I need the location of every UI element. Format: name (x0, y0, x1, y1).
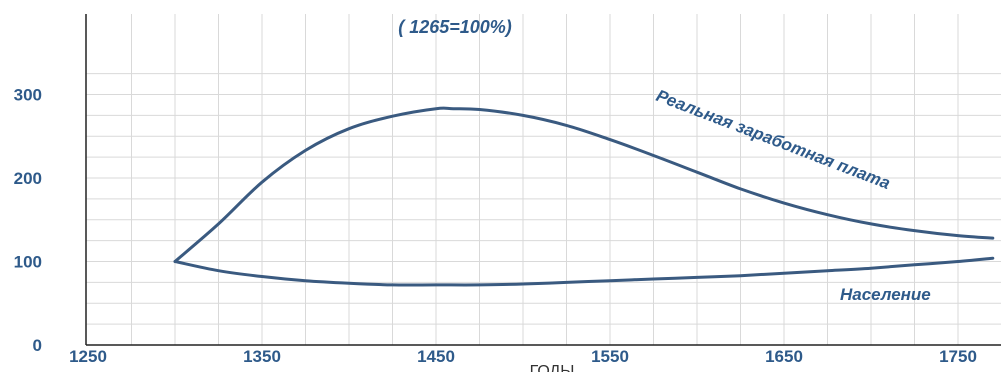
x-tick-label: 1450 (417, 347, 455, 366)
tick-labels: 300 200 100 0 1250 1350 1450 1550 1650 1750 (14, 86, 977, 367)
series-label-population: Население (840, 285, 931, 304)
series-line-real-wages (173, 106, 995, 263)
x-tick-label: 1350 (243, 347, 281, 366)
x-axis-label: ГОДЫ (530, 363, 575, 372)
series-layer (173, 106, 995, 287)
x-tick-label: 1550 (591, 347, 629, 366)
chart-subtitle: ( 1265=100%) (398, 17, 512, 37)
x-tick-label: 1250 (69, 347, 107, 366)
grid (86, 14, 1001, 345)
y-tick-label: 200 (14, 169, 42, 188)
y-tick-label: 0 (33, 336, 42, 355)
x-tick-label: 1650 (765, 347, 803, 366)
y-tick-label: 100 (14, 253, 42, 272)
series-label-wages: Реальная заработная плата (654, 86, 893, 193)
series-line-population (173, 256, 995, 287)
y-tick-label: 300 (14, 86, 42, 105)
x-tick-label: 1750 (939, 347, 977, 366)
